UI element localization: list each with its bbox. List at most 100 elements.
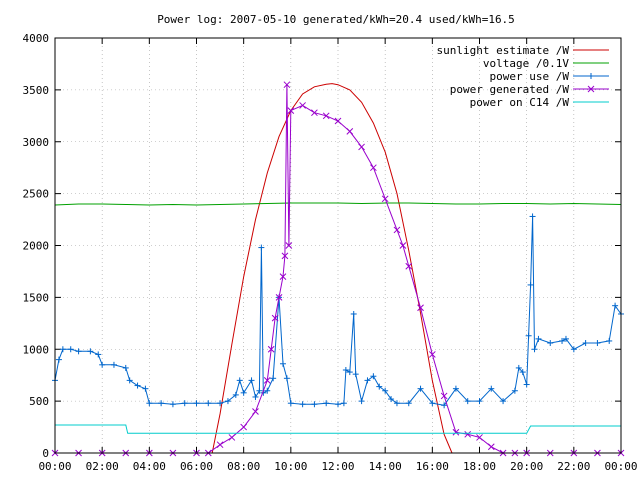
data-point (279, 273, 287, 280)
data-point (382, 387, 389, 394)
data-point (452, 428, 460, 436)
x-tick-label: 18:00 (463, 460, 496, 473)
data-point (346, 128, 354, 135)
series-power-generated-w (51, 81, 625, 457)
x-tick-label: 08:00 (227, 460, 260, 473)
data-point (67, 346, 74, 353)
data-point (417, 304, 424, 312)
data-point (287, 400, 294, 407)
data-point (562, 335, 569, 342)
data-point (606, 337, 613, 344)
x-tick-label: 16:00 (416, 460, 449, 473)
data-point (476, 398, 483, 405)
data-point (232, 391, 239, 398)
data-point (146, 400, 153, 407)
series-sunlight-estimate-w (211, 83, 453, 454)
series-line (55, 424, 621, 434)
series-power-on-c14-w (55, 424, 621, 434)
plot-frame (54, 37, 622, 454)
data-point (476, 434, 483, 441)
data-point (535, 335, 542, 342)
data-point (99, 361, 106, 368)
data-point (547, 340, 554, 347)
data-point (299, 102, 306, 109)
series-line (54, 202, 622, 206)
data-point (169, 401, 176, 408)
data-point (256, 387, 263, 394)
x-tick-label: 10:00 (274, 460, 307, 473)
data-point (240, 423, 248, 431)
x-tick-label: 12:00 (321, 460, 354, 473)
data-point (515, 364, 522, 371)
data-point (405, 262, 413, 270)
data-point (110, 361, 117, 368)
x-tick-label: 04:00 (133, 460, 166, 473)
legend-label: power use /W (490, 70, 570, 83)
data-point (393, 400, 400, 407)
data-point (429, 400, 436, 407)
x-tick-label: 06:00 (180, 460, 213, 473)
data-point (531, 346, 538, 353)
data-point (582, 340, 589, 347)
data-point (181, 400, 188, 407)
data-point (224, 398, 231, 405)
data-point (381, 195, 389, 203)
data-point (335, 401, 341, 408)
data-point (342, 367, 349, 373)
legend-label: voltage /0.1V (483, 57, 569, 70)
data-point (299, 401, 306, 408)
legend-marker (587, 85, 595, 93)
y-tick-label: 3500 (23, 84, 50, 97)
x-tick-label: 00:00 (604, 460, 637, 473)
data-point (488, 385, 495, 392)
data-point (519, 369, 526, 376)
data-point (258, 244, 265, 251)
data-point (193, 400, 200, 407)
data-point (279, 360, 286, 367)
data-point (370, 164, 377, 172)
legend-label: power generated /W (450, 83, 570, 96)
data-point (559, 337, 566, 344)
series-layer (51, 81, 625, 457)
data-point (264, 387, 271, 394)
y-tick-label: 4000 (23, 32, 50, 45)
data-point (270, 375, 277, 382)
data-point (364, 377, 371, 384)
data-point (350, 310, 357, 317)
data-point (500, 398, 507, 405)
data-point (55, 356, 62, 363)
data-point (527, 281, 534, 288)
data-point (322, 112, 330, 120)
data-point (287, 107, 295, 114)
data-point (281, 252, 289, 260)
x-tick-label: 14:00 (369, 460, 402, 473)
data-point (283, 375, 290, 382)
data-point (122, 364, 129, 371)
data-point (612, 302, 619, 309)
y-tick-label: 2500 (23, 188, 50, 201)
data-point (487, 443, 495, 451)
data-point (216, 441, 224, 449)
data-point (252, 393, 259, 400)
data-point (464, 398, 471, 405)
data-point (271, 314, 279, 322)
chart-title: Power log: 2007-05-10 generated/kWh=20.4… (157, 13, 515, 26)
data-point (441, 402, 448, 409)
data-point (248, 377, 255, 384)
data-point (346, 369, 353, 376)
legend-label: sunlight estimate /W (437, 44, 570, 57)
data-point (59, 346, 66, 353)
x-tick-label: 22:00 (557, 460, 590, 473)
legend-label: power on C14 /W (470, 96, 570, 109)
data-point (388, 396, 395, 403)
y-tick-label: 1000 (23, 343, 50, 356)
data-point (464, 430, 472, 438)
data-point (95, 351, 102, 358)
data-point (205, 400, 212, 407)
y-tick-label: 1500 (23, 291, 50, 304)
data-point (417, 385, 424, 392)
data-point (275, 294, 283, 301)
data-point (399, 242, 407, 249)
